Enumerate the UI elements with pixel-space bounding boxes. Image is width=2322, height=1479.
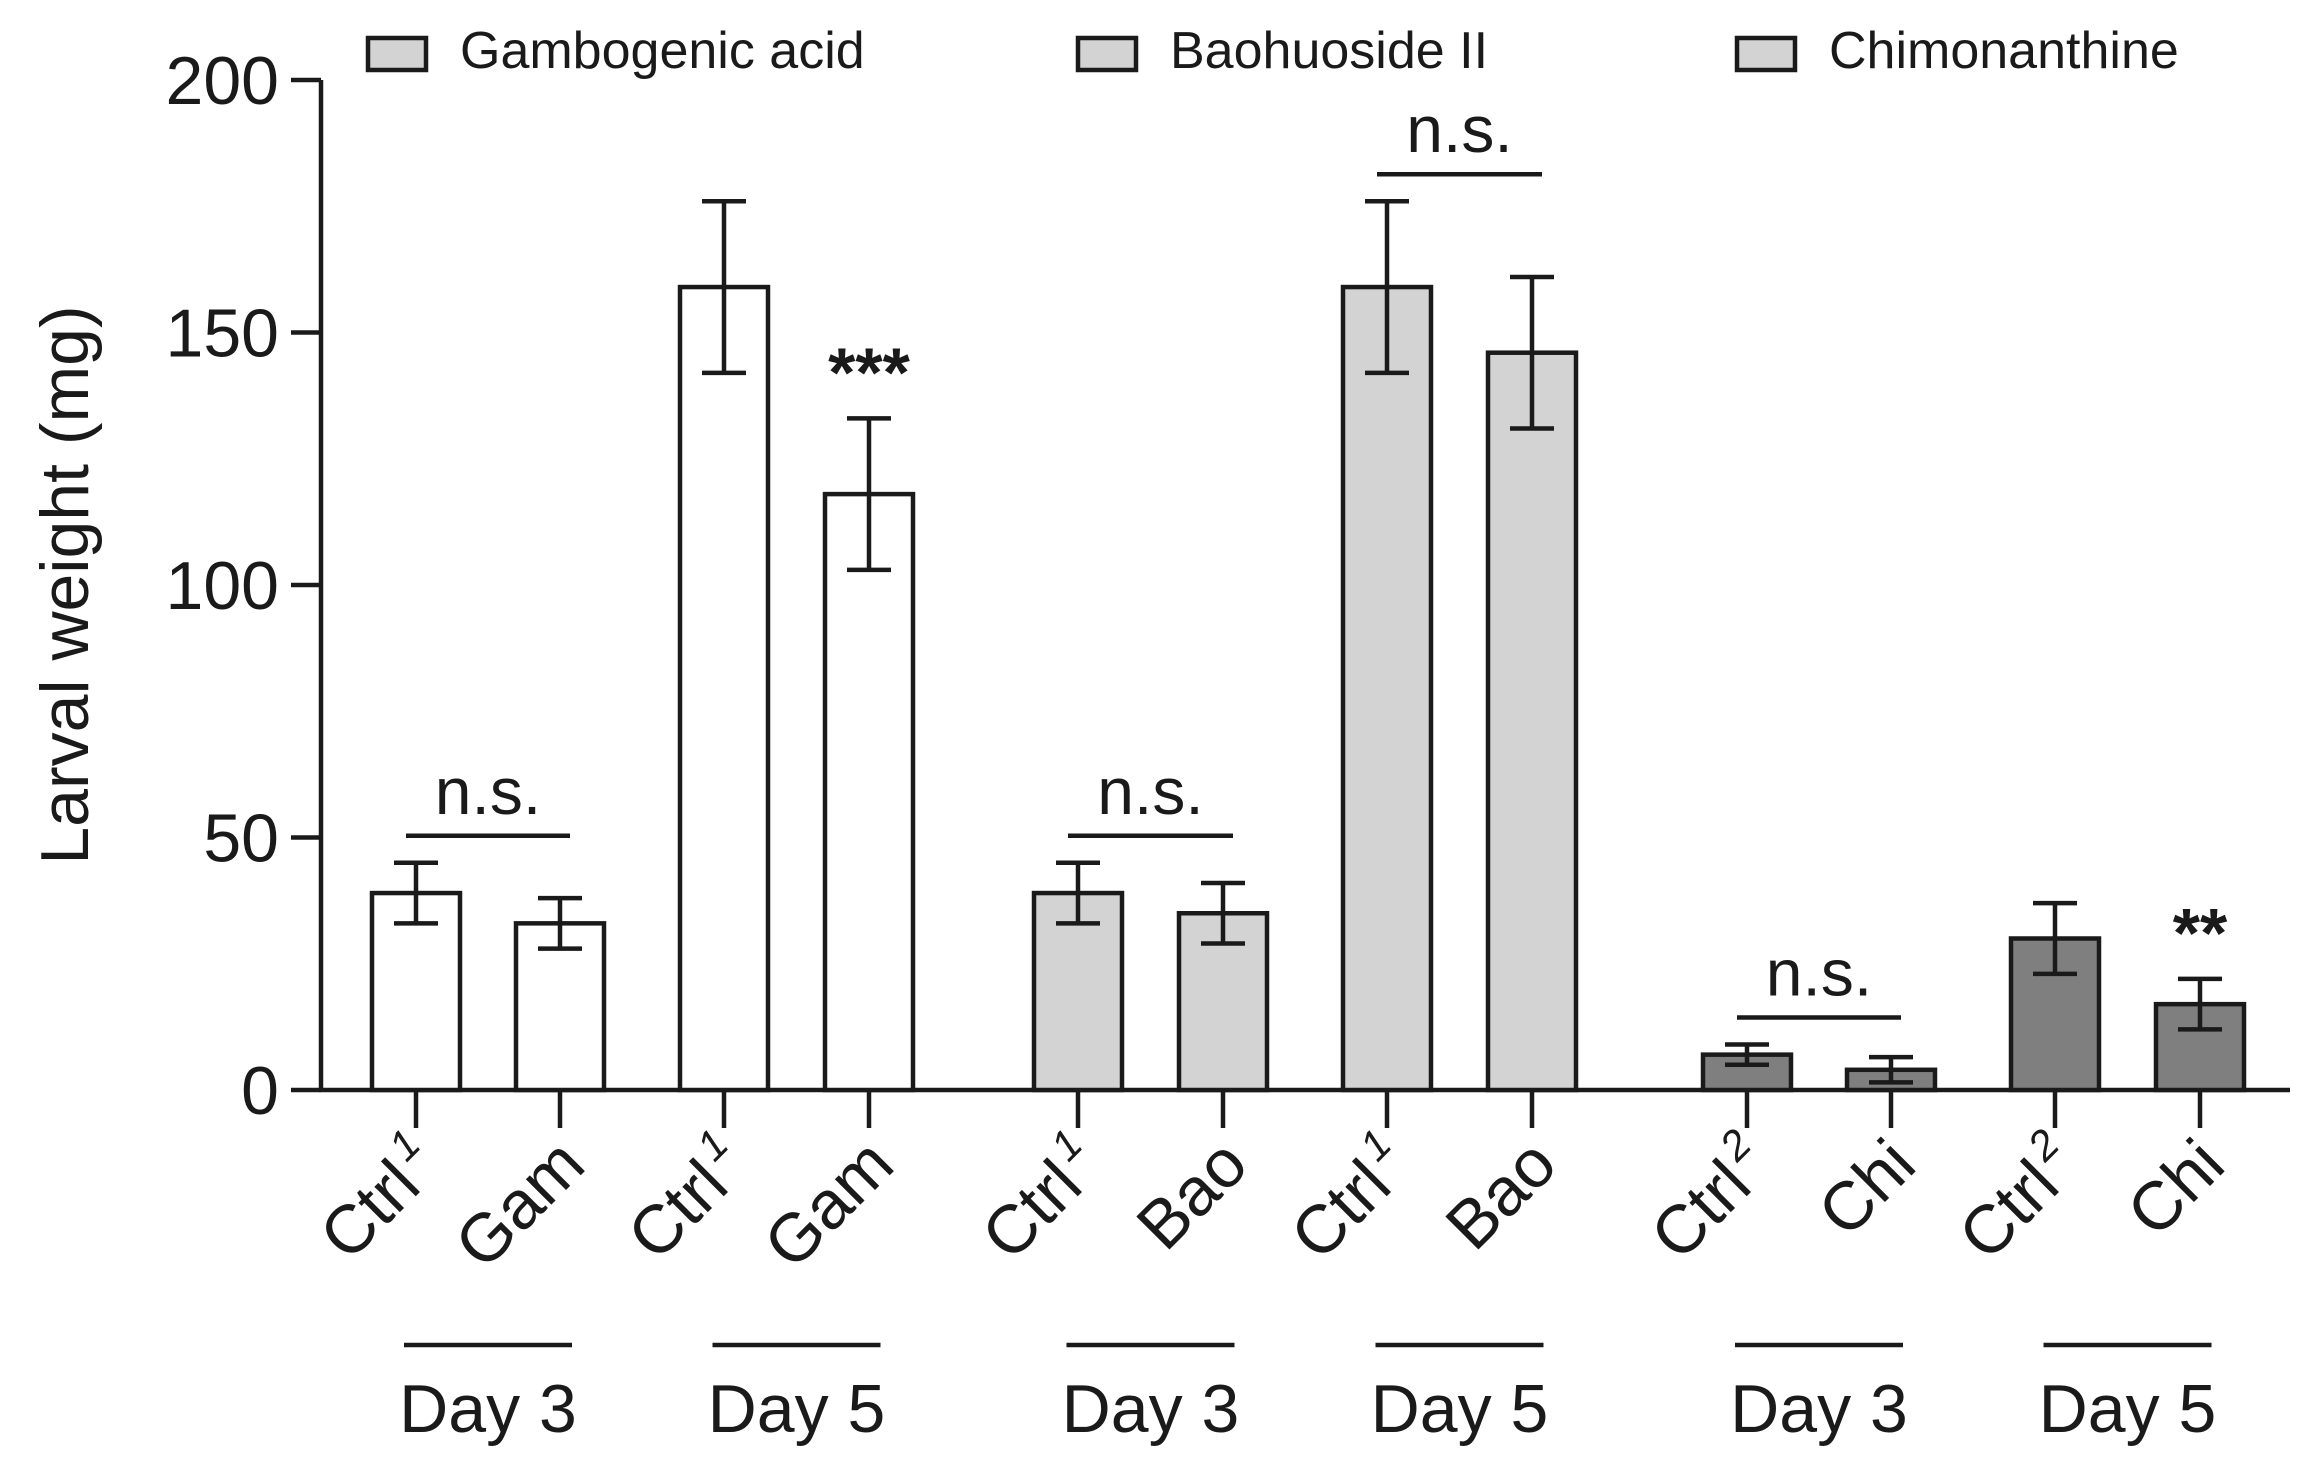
y-axis-label: Larval weight (mg) [27, 305, 103, 864]
significance-stars-2: *** [828, 333, 910, 411]
y-tick-label: 100 [166, 548, 279, 624]
bar-8 [1485, 350, 1579, 1093]
legend-label-2: Baohuoside II [1170, 22, 1488, 80]
bar-4 [822, 491, 916, 1093]
group-label-6: Day 5 [2039, 1371, 2217, 1447]
significance-label-3: n.s. [1097, 754, 1203, 828]
x-tick-label-1: Ctrl1 [300, 1120, 454, 1274]
significance-label-4: n.s. [1406, 92, 1512, 166]
bar-7 [1340, 284, 1434, 1093]
bar-2 [513, 921, 607, 1093]
group-label-3: Day 3 [1062, 1371, 1240, 1447]
x-tick-label-10: Chi [1804, 1125, 1930, 1251]
bar-3 [677, 284, 771, 1093]
x-tick-label-3: Ctrl1 [608, 1120, 762, 1274]
group-label-4: Day 5 [1371, 1371, 1549, 1447]
group-label-2: Day 5 [708, 1371, 886, 1447]
legend-label-3: Chimonanthine [1829, 22, 2179, 80]
significance-label-1: n.s. [435, 754, 541, 828]
legend-swatch-2 [1075, 35, 1139, 73]
x-tick-label-11: Ctrl2 [1939, 1120, 2093, 1274]
x-tick-label-12: Chi [2113, 1125, 2239, 1251]
x-tick-label-7: Ctrl1 [1271, 1120, 1425, 1274]
group-label-5: Day 3 [1730, 1371, 1908, 1447]
y-tick-label: 150 [166, 296, 279, 372]
x-tick-label-9: Ctrl2 [1631, 1120, 1785, 1274]
legend-swatch-3 [1734, 35, 1798, 73]
x-tick-label-4: Gam [750, 1125, 908, 1283]
significance-label-5: n.s. [1766, 936, 1872, 1010]
x-tick-label-5: Ctrl1 [962, 1120, 1116, 1274]
y-tick-label: 200 [166, 43, 279, 119]
group-label-1: Day 3 [399, 1371, 577, 1447]
legend-label-1: Gambogenic acid [460, 22, 865, 80]
y-tick-label: 0 [241, 1053, 279, 1129]
legend-swatch-1 [365, 35, 429, 73]
bar-5 [1031, 890, 1125, 1093]
significance-stars-6: ** [2173, 894, 2228, 972]
x-tick-label-6: Bao [1122, 1125, 1261, 1264]
y-tick-label: 50 [203, 801, 279, 877]
x-tick-label-8: Bao [1431, 1125, 1570, 1264]
x-tick-label-2: Gam [441, 1125, 599, 1283]
